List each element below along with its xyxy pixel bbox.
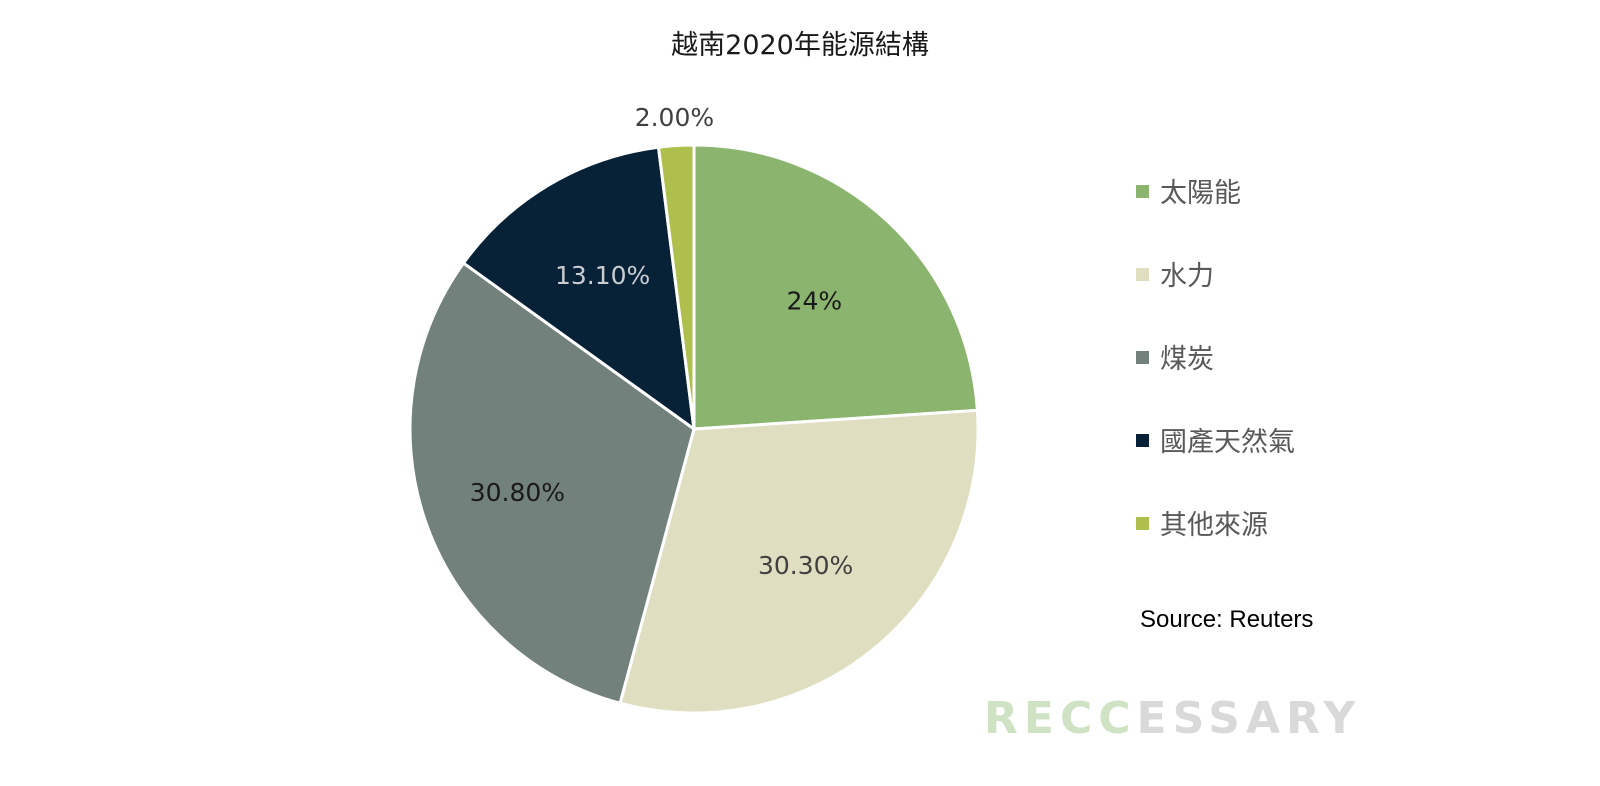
chart-title: 越南2020年能源結構 [671,30,929,61]
data-label-5: 2.00% [635,103,714,132]
legend-label-3: 煤炭 [1160,344,1214,375]
legend-label-2: 水力 [1160,261,1214,292]
legend-label-1: 太陽能 [1160,178,1241,209]
pie-slice-2 [618,408,980,715]
watermark-green-part: RECC [984,693,1137,744]
legend-label-5: 其他來源 [1160,510,1268,541]
source-note: Source: Reuters [1140,606,1313,633]
legend-swatch-5 [1136,517,1149,530]
legend-swatch-4 [1136,434,1149,447]
data-label-3: 30.80% [470,478,565,507]
pie-slice-5 [656,143,696,431]
data-label-1: 24% [787,286,843,315]
pie-slice-3 [408,261,696,705]
legend-swatch-3 [1136,351,1149,364]
pie-slice-4 [462,145,696,431]
data-label-4: 13.10% [555,261,650,290]
legend-swatch-1 [1136,185,1149,198]
legend-label-4: 國產天然氣 [1160,427,1295,458]
pie-slice-1 [692,143,979,431]
legend-swatch-2 [1136,268,1149,281]
watermark-grey-part: ESSARY [1137,693,1362,744]
pie-slices [408,143,980,715]
data-label-2: 30.30% [758,551,853,580]
pie-data-labels: 24% 30.30% 30.80% 13.10% 2.00% [470,103,854,580]
watermark-logo: RECCESSARY [984,693,1361,744]
watermark-text: RECCESSARY [984,693,1361,744]
